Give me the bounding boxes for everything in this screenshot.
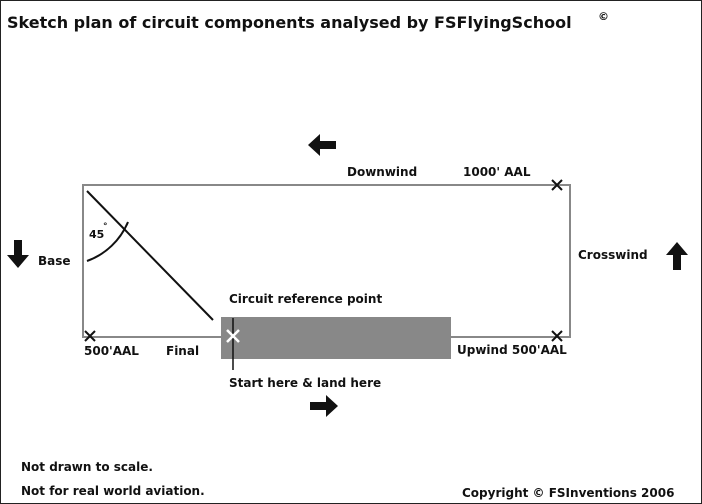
note: Not drawn to scale. (21, 460, 153, 474)
label: Base (38, 254, 71, 268)
label: Crosswind (578, 248, 648, 262)
label: 1000' AAL (463, 165, 531, 179)
label: Upwind 500'AAL (457, 343, 567, 357)
reference-x (226, 329, 240, 343)
arrow-left (308, 134, 336, 156)
approach-line (86, 190, 214, 321)
angle-arc (86, 221, 129, 262)
label: Start here & land here (229, 376, 381, 390)
arrow-right (310, 395, 338, 417)
title-mark: © (598, 10, 609, 23)
label: 500'AAL (84, 344, 139, 358)
arrow-down (7, 240, 29, 268)
title: Sketch plan of circuit components analys… (7, 13, 572, 32)
label: Final (166, 344, 199, 358)
label: Downwind (347, 165, 417, 179)
note: Not for real world aviation. (21, 484, 205, 498)
label: Circuit reference point (229, 292, 382, 306)
circuit (82, 184, 571, 338)
x-marks (84, 179, 563, 342)
label: ° (103, 222, 108, 232)
arrow-up (666, 242, 688, 270)
copyright: Copyright © FSInventions 2006 (462, 486, 674, 500)
label: 45 (89, 228, 104, 241)
